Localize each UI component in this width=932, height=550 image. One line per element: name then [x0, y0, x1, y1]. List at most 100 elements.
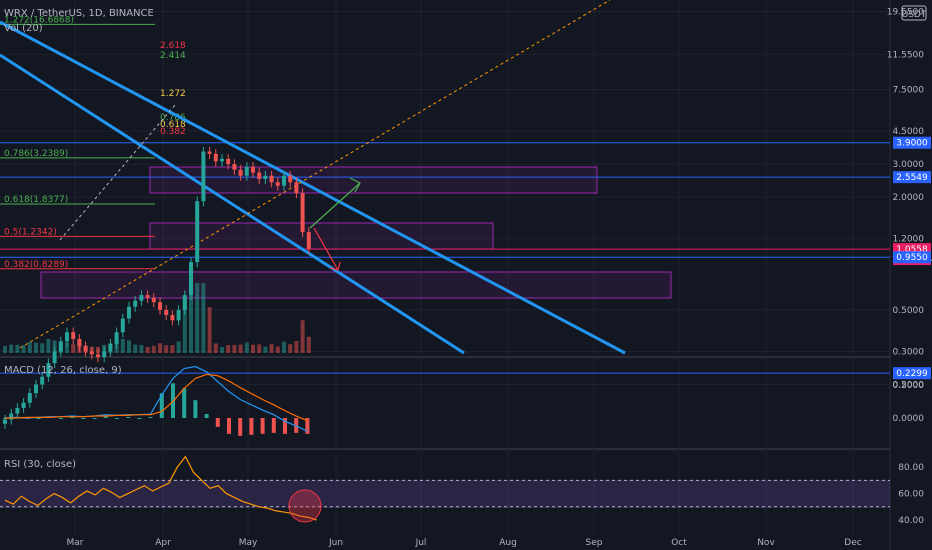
rsi-band: [0, 480, 890, 508]
macd-histogram-bar: [215, 418, 220, 427]
candle[interactable]: [77, 338, 82, 347]
candle[interactable]: [269, 175, 274, 183]
currency-badge[interactable]: [901, 5, 927, 21]
candle[interactable]: [207, 151, 212, 154]
candle[interactable]: [251, 166, 255, 173]
candle[interactable]: [127, 306, 131, 319]
candle[interactable]: [220, 158, 224, 162]
rsi-pane[interactable]: [0, 455, 890, 521]
macd-histogram-bar: [238, 418, 243, 436]
candle[interactable]: [306, 232, 311, 249]
rsi-line[interactable]: [4, 455, 317, 521]
candle[interactable]: [133, 300, 138, 307]
volume-bar: [207, 307, 212, 353]
macd-histogram-bar: [271, 418, 276, 433]
price-axis[interactable]: 32.000019.550011.55007.50004.50003.00002…: [887, 0, 924, 391]
channel-upper-line[interactable]: [0, 20, 626, 355]
volume-bar: [46, 338, 51, 353]
volume-bar: [170, 345, 175, 353]
candle[interactable]: [158, 302, 162, 310]
volume-bar: [120, 338, 125, 353]
volume-bar: [71, 344, 76, 353]
candle[interactable]: [151, 297, 156, 303]
price-tick: 2.0000: [893, 193, 925, 203]
candle[interactable]: [232, 164, 237, 170]
candle[interactable]: [89, 351, 94, 355]
volume-bar: [176, 341, 181, 353]
volume-bar: [139, 344, 144, 353]
macd-axis: 0.5000 0.0000: [893, 381, 925, 424]
candle[interactable]: [300, 193, 305, 233]
time-axis[interactable]: Mar Apr May Jun Jul Aug Sep Oct Nov Dec: [67, 538, 862, 548]
volume-bar: [213, 343, 218, 353]
candle[interactable]: [263, 175, 268, 179]
trend-dashed-line[interactable]: [19, 0, 611, 349]
candle[interactable]: [46, 363, 51, 377]
macd-label: MACD (12, 26, close, 9): [4, 365, 122, 376]
macd-histogram-bar: [249, 418, 254, 435]
candle[interactable]: [195, 201, 200, 263]
candle[interactable]: [182, 295, 187, 310]
candle[interactable]: [40, 376, 45, 385]
candle[interactable]: [21, 402, 26, 408]
candle[interactable]: [34, 384, 38, 394]
candle[interactable]: [102, 351, 107, 358]
volume-bar: [40, 343, 45, 353]
macd-histogram-bar: [36, 418, 41, 419]
candle[interactable]: [282, 175, 286, 186]
candle[interactable]: [244, 166, 249, 176]
candle[interactable]: [213, 153, 218, 162]
macd-histogram-bar: [283, 418, 287, 434]
candle[interactable]: [27, 393, 32, 403]
candle[interactable]: [164, 309, 169, 315]
candle[interactable]: [189, 262, 193, 296]
candle[interactable]: [294, 182, 299, 194]
candle[interactable]: [58, 341, 63, 352]
candle[interactable]: [201, 151, 206, 202]
candle[interactable]: [108, 343, 113, 352]
rsi-highlight-circle[interactable]: [288, 489, 322, 523]
candle[interactable]: [3, 419, 7, 424]
candle[interactable]: [9, 413, 14, 420]
price-tick: 1.2000: [893, 235, 925, 245]
time-tick: Jun: [328, 538, 343, 548]
macd-histogram-bar: [103, 416, 108, 418]
signal-line[interactable]: [5, 373, 308, 422]
candle[interactable]: [139, 295, 144, 301]
bear-path-arrow[interactable]: [313, 227, 339, 271]
bull-path-arrow[interactable]: [309, 182, 361, 229]
macd-pane[interactable]: [3, 365, 310, 436]
candle[interactable]: [238, 169, 243, 176]
volume-bar: [127, 340, 131, 353]
candle[interactable]: [176, 309, 181, 321]
bear-arrow-head: [329, 261, 341, 271]
candle[interactable]: [275, 182, 280, 186]
volume-bar: [263, 346, 268, 353]
candle[interactable]: [288, 175, 293, 183]
candle[interactable]: [114, 332, 119, 344]
volume-bar: [257, 344, 262, 353]
fib-ext-label: 0.382: [160, 127, 186, 137]
candle[interactable]: [15, 407, 20, 414]
channel[interactable]: [0, 0, 626, 355]
candle[interactable]: [257, 172, 262, 179]
candle[interactable]: [52, 351, 57, 364]
candle[interactable]: [226, 158, 231, 165]
candle[interactable]: [71, 332, 76, 339]
candle[interactable]: [96, 354, 100, 358]
candle[interactable]: [120, 318, 125, 333]
candle[interactable]: [65, 332, 69, 342]
candle[interactable]: [145, 295, 150, 298]
channel-lower-line[interactable]: [0, 53, 465, 355]
fib-label: 0.786(3.2389): [4, 149, 68, 159]
candles[interactable]: [3, 146, 311, 429]
macd-histogram-bar: [148, 417, 153, 419]
fib-label: 1.272(16.6868): [4, 15, 74, 25]
candle[interactable]: [83, 346, 88, 352]
macd-histogram-bar: [115, 418, 119, 419]
price-tick: 4.5000: [893, 127, 925, 137]
candle[interactable]: [170, 314, 175, 321]
rsi-tick: 80.00: [898, 463, 924, 473]
